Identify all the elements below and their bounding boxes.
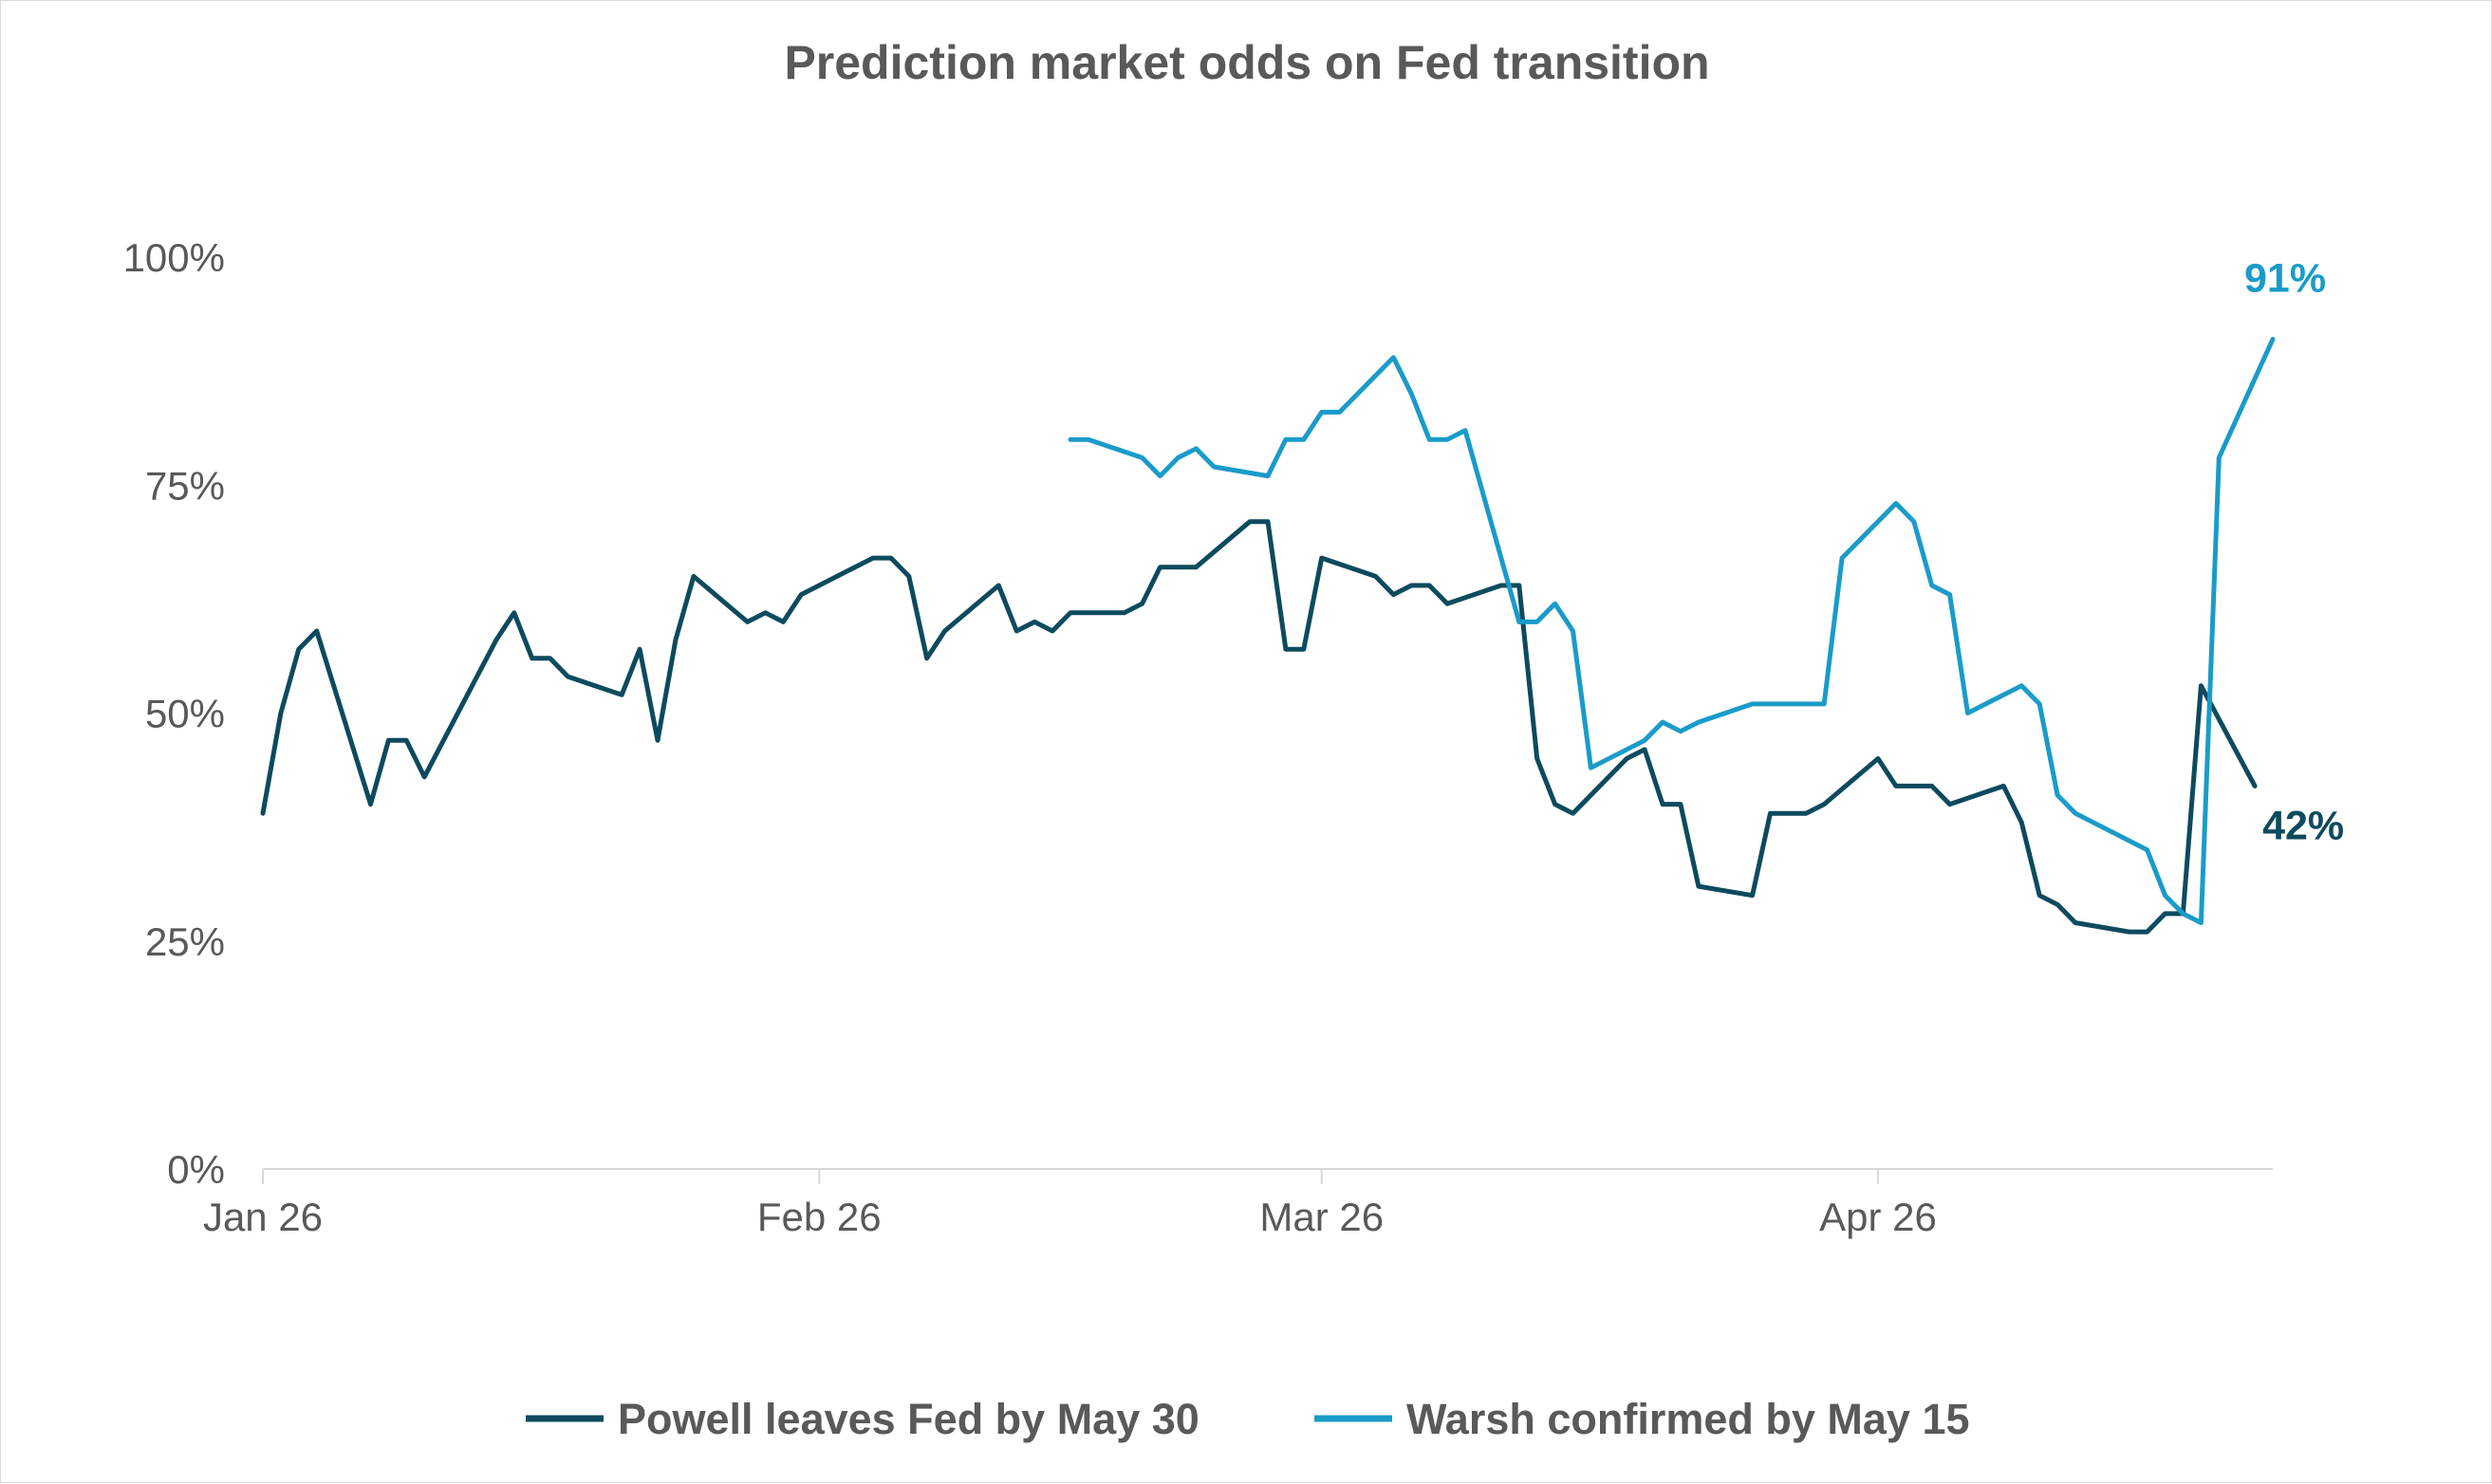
end-label-warsh: 91% [2244,255,2326,301]
x-tick-label: Feb 26 [757,1195,882,1239]
x-axis: Jan 26 Feb 26 Mar 26 Apr 26 [203,1168,2273,1239]
y-tick-label: 75% [145,463,225,508]
y-axis: 0% 25% 50% 75% 100% [123,235,225,1192]
chart-title: Prediction market odds on Fed transition [784,36,1709,89]
legend-label-powell: Powell leaves Fed by May 30 [618,1395,1200,1443]
x-tick-label: Jan 26 [203,1195,323,1239]
end-label-powell: 42% [2262,803,2344,848]
series-layer [260,337,2276,935]
y-tick-label: 100% [123,235,225,280]
y-tick-label: 25% [145,919,225,964]
series-line-powell [260,519,2258,935]
x-tick-label: Mar 26 [1259,1195,1384,1239]
y-tick-label: 0% [167,1147,225,1192]
end-labels: 42% 91% [2244,255,2344,848]
legend-label-warsh: Warsh confirmed by May 15 [1406,1395,1970,1443]
x-tick-label: Apr 26 [1819,1195,1937,1239]
legend: Powell leaves Fed by May 30 Warsh confir… [526,1395,1970,1443]
series-line-warsh [1068,337,2276,925]
y-tick-label: 50% [145,692,225,736]
